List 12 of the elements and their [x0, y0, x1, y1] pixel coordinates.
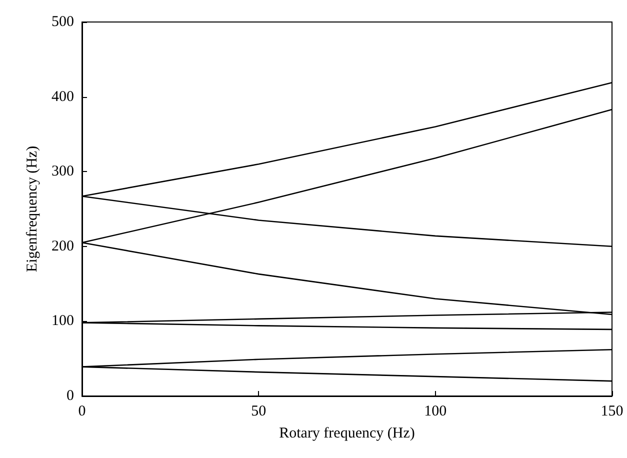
y-axis-title: Eigenfrequency (Hz): [24, 146, 40, 272]
x-tick-label: 100: [424, 404, 447, 420]
y-tick-label: 300: [52, 164, 74, 180]
y-tick-label: 100: [52, 313, 74, 330]
y-tick-label: 200: [52, 238, 74, 254]
y-tick-label: 500: [52, 14, 74, 30]
x-tick-label: 150: [600, 404, 624, 420]
x-tick-label: 50: [251, 404, 266, 420]
x-tick-label: 0: [78, 404, 86, 420]
y-tick-label: 0: [66, 388, 74, 404]
x-axis-title: Rotary frequency (Hz): [279, 426, 415, 442]
y-tick-label: 400: [52, 88, 74, 105]
